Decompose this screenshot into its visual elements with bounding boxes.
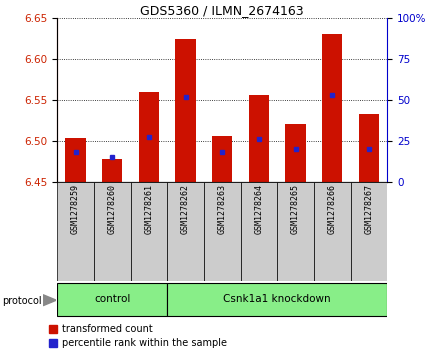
Bar: [359, 114, 379, 182]
Bar: [167, 283, 387, 316]
Bar: [286, 125, 306, 182]
Text: GSM1278260: GSM1278260: [108, 184, 117, 234]
Bar: [176, 38, 196, 182]
Bar: [102, 159, 122, 182]
Bar: [57, 182, 94, 281]
Bar: [249, 95, 269, 182]
Title: GDS5360 / ILMN_2674163: GDS5360 / ILMN_2674163: [140, 4, 304, 17]
Legend: transformed count, percentile rank within the sample: transformed count, percentile rank withi…: [49, 324, 227, 348]
Bar: [314, 182, 351, 281]
Polygon shape: [43, 295, 56, 306]
Bar: [204, 182, 241, 281]
Bar: [322, 34, 342, 182]
Text: GSM1278264: GSM1278264: [254, 184, 264, 234]
Text: GSM1278265: GSM1278265: [291, 184, 300, 234]
Text: GSM1278259: GSM1278259: [71, 184, 80, 234]
Text: GSM1278262: GSM1278262: [181, 184, 190, 234]
Text: protocol: protocol: [2, 295, 42, 306]
Text: GSM1278267: GSM1278267: [364, 184, 374, 234]
Bar: [241, 182, 277, 281]
Text: GSM1278266: GSM1278266: [328, 184, 337, 234]
Text: GSM1278263: GSM1278263: [218, 184, 227, 234]
Bar: [57, 283, 167, 316]
Text: GSM1278261: GSM1278261: [144, 184, 154, 234]
Bar: [131, 182, 167, 281]
Bar: [351, 182, 387, 281]
Bar: [277, 182, 314, 281]
Bar: [167, 182, 204, 281]
Bar: [212, 136, 232, 182]
Bar: [139, 92, 159, 182]
Bar: [94, 182, 131, 281]
Bar: [66, 138, 86, 182]
Text: control: control: [94, 294, 130, 304]
Text: Csnk1a1 knockdown: Csnk1a1 knockdown: [224, 294, 331, 304]
